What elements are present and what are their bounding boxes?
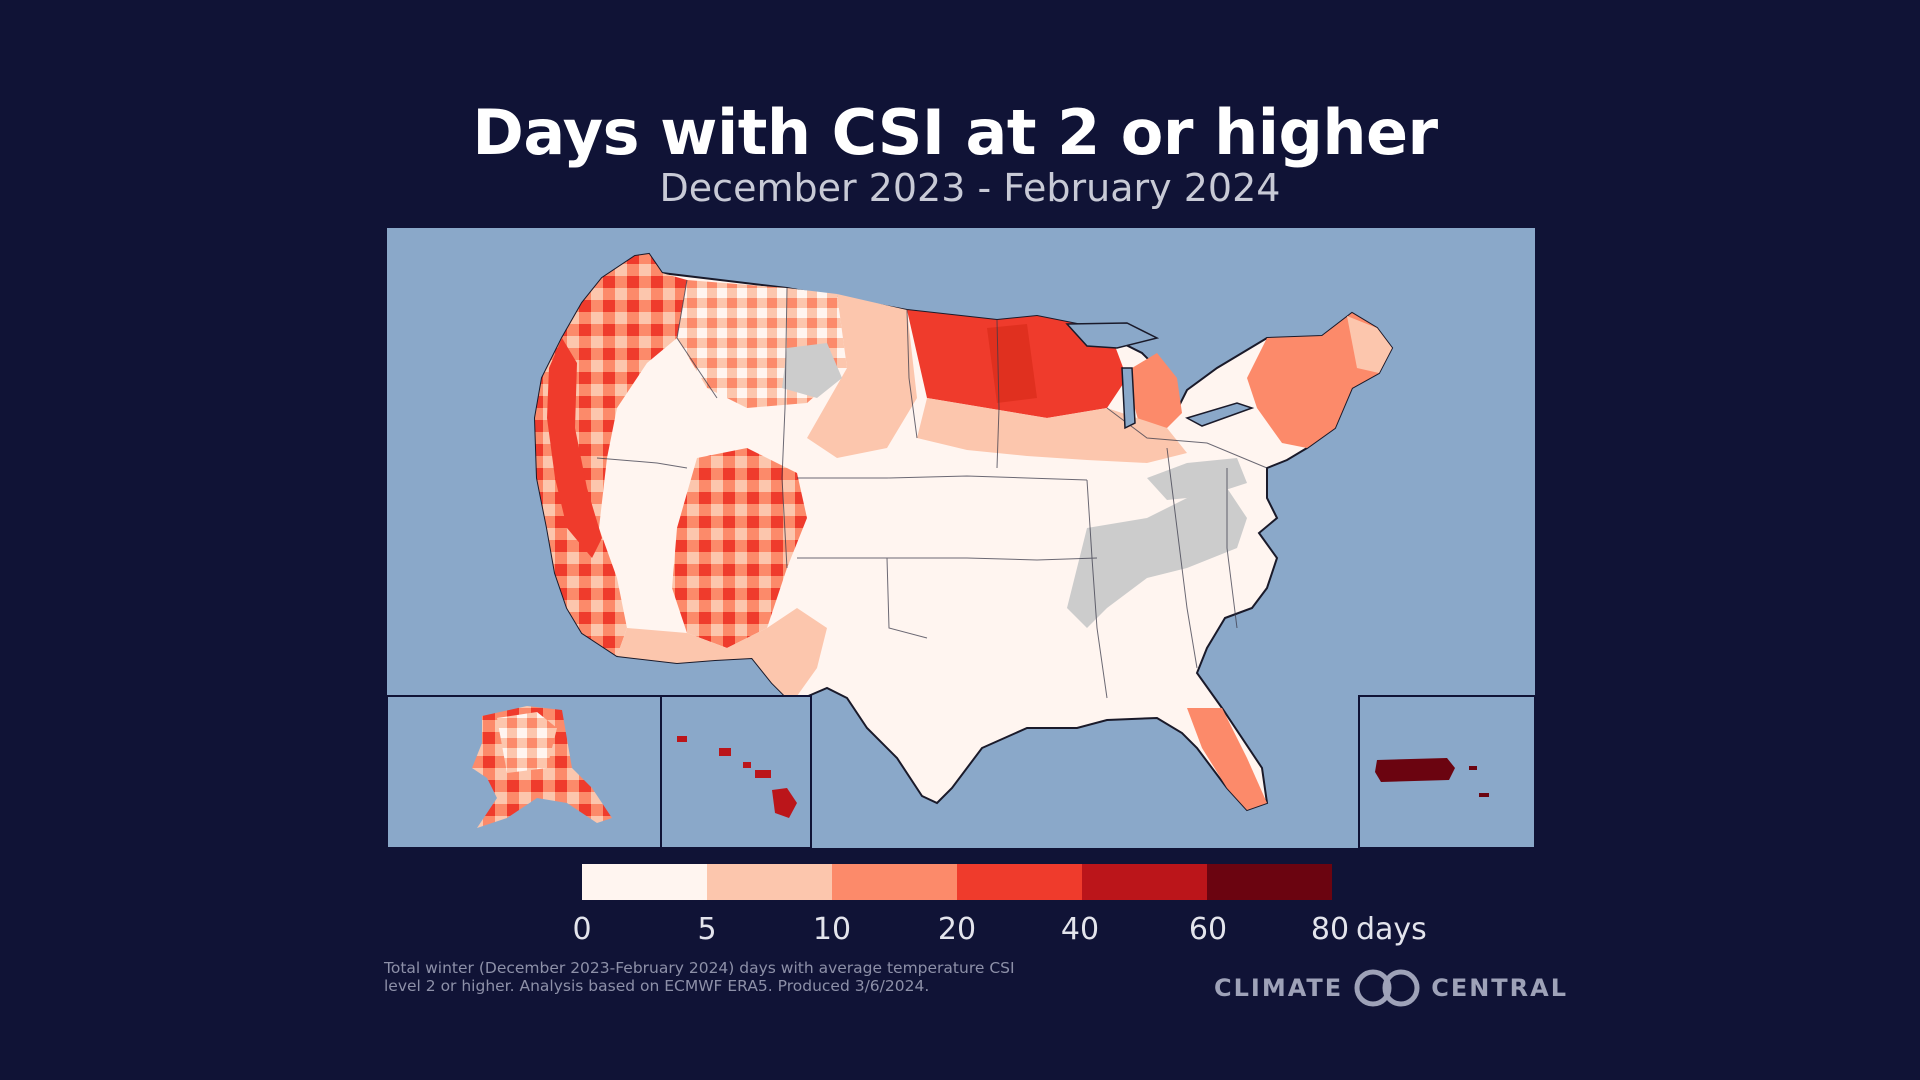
legend-swatch-10-20 xyxy=(832,864,957,900)
puerto-rico-inset xyxy=(1358,695,1535,848)
map-title: Days with CSI at 2 or higher xyxy=(472,96,1438,169)
florida-region xyxy=(1187,708,1267,810)
hawaii-inset xyxy=(660,695,812,848)
map-subtitle: December 2023 - February 2024 xyxy=(659,166,1281,210)
michigan-region xyxy=(1132,353,1182,428)
legend-tick-40: 40 xyxy=(1060,912,1100,947)
logo-text-right: CENTRAL xyxy=(1431,974,1569,1002)
legend-tick-60: 60 xyxy=(1188,912,1228,947)
legend-unit-label: days xyxy=(1356,912,1427,947)
legend-tick-5: 5 xyxy=(697,912,717,947)
methodology-note: Total winter (December 2023-February 202… xyxy=(384,959,1015,995)
legend-swatch-0-5 xyxy=(582,864,707,900)
legend-swatch-20-40 xyxy=(957,864,1082,900)
color-legend-bar xyxy=(582,864,1332,900)
four-corners-region xyxy=(672,448,807,648)
lake-erie xyxy=(1185,402,1255,427)
climate-central-rings-icon xyxy=(1354,969,1420,1007)
csi-days-map xyxy=(387,228,1535,848)
legend-tick-0: 0 xyxy=(572,912,592,947)
california-coast-dark xyxy=(547,338,602,558)
legend-tick-80: 80 xyxy=(1310,912,1350,947)
legend-tick-10: 10 xyxy=(812,912,852,947)
central-pale-band xyxy=(917,398,1187,463)
maine-pale xyxy=(1347,316,1392,373)
pacific-coast-region xyxy=(535,254,687,656)
state-borders xyxy=(596,279,1268,699)
alaska-inset xyxy=(387,695,662,848)
legend-swatch-60-80 xyxy=(1207,864,1332,900)
legend-swatch-5-10 xyxy=(707,864,832,900)
no-data-wyoming xyxy=(782,343,842,398)
logo-text-left: CLIMATE xyxy=(1214,974,1344,1002)
legend-swatch-40-60 xyxy=(1082,864,1207,900)
southern-plains-band xyxy=(617,608,827,703)
no-data-southeast xyxy=(1067,488,1247,628)
great-plains-pale xyxy=(807,294,917,458)
lake-superior xyxy=(1065,322,1160,349)
legend-tick-20: 20 xyxy=(937,912,977,947)
climate-central-logo: CLIMATE CENTRAL xyxy=(1214,968,1568,1008)
minnesota-dark-band xyxy=(987,324,1037,403)
lake-michigan xyxy=(1121,367,1136,430)
